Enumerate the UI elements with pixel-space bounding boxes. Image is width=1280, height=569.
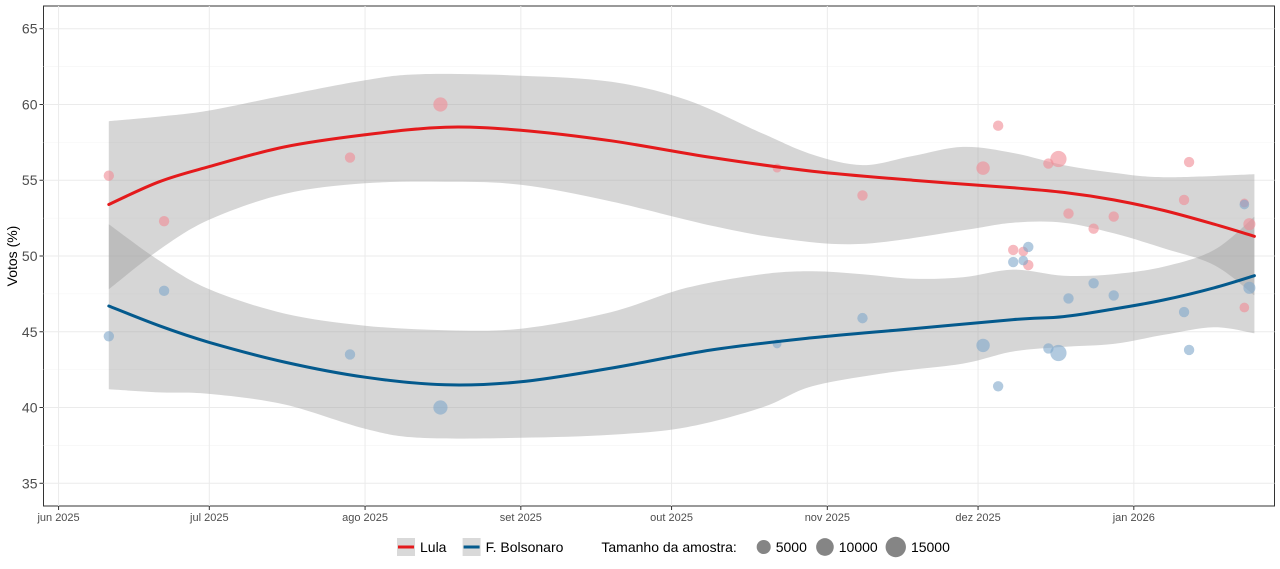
data-point-lula <box>1183 156 1195 168</box>
data-point-f-bolsonaro <box>857 312 868 324</box>
legend-size-title: Tamanho da amostra: <box>601 539 736 555</box>
data-point-f-bolsonaro <box>1023 241 1034 253</box>
data-point-f-bolsonaro <box>433 400 448 415</box>
y-tick-label: 45 <box>22 324 38 340</box>
data-point-lula <box>992 120 1004 131</box>
confidence-bands <box>108 73 1255 439</box>
data-point-lula <box>433 97 448 112</box>
x-tick-label: nov 2025 <box>805 512 850 524</box>
x-tick-label: out 2025 <box>650 512 693 524</box>
data-point-f-bolsonaro <box>1243 281 1256 294</box>
legend-size-label: 15000 <box>911 539 950 555</box>
data-point-f-bolsonaro <box>158 285 170 297</box>
x-tick-label: ago 2025 <box>342 512 388 524</box>
y-tick-label: 35 <box>22 475 38 491</box>
legend-size-circle <box>816 538 834 556</box>
data-point-f-bolsonaro <box>1239 199 1250 210</box>
data-point-lula <box>1008 244 1019 256</box>
y-tick-label: 55 <box>22 172 38 188</box>
data-point-lula <box>1063 208 1074 219</box>
x-tick-label: jan 2026 <box>1112 512 1155 524</box>
data-point-lula <box>976 161 990 175</box>
data-point-f-bolsonaro <box>976 338 990 353</box>
data-point-lula <box>344 152 356 163</box>
data-point-f-bolsonaro <box>1063 293 1074 304</box>
y-axis: 35 40 45 50 55 60 65 <box>22 21 44 491</box>
legend-size-circle <box>885 536 906 558</box>
poll-points <box>103 97 1256 415</box>
data-point-f-bolsonaro <box>1108 290 1119 301</box>
y-tick-label: 65 <box>22 21 38 37</box>
data-point-lula <box>1239 302 1250 313</box>
data-point-f-bolsonaro <box>1088 278 1099 289</box>
legend: Lula F. Bolsonaro Tamanho da amostra: 5000 1… <box>397 536 950 558</box>
y-tick-label: 40 <box>22 400 38 416</box>
data-point-f-bolsonaro <box>1018 255 1029 266</box>
confidence-band-lula <box>108 73 1255 296</box>
y-axis-title: Votos (%) <box>4 226 20 287</box>
data-point-lula <box>1108 211 1119 222</box>
legend-label: F. Bolsonaro <box>486 539 564 555</box>
x-tick-label: jul 2025 <box>189 512 229 524</box>
data-point-lula <box>1050 150 1067 168</box>
legend-size-label: 5000 <box>776 539 807 555</box>
data-point-lula <box>1088 223 1099 234</box>
data-point-f-bolsonaro <box>344 349 356 360</box>
trend-lines <box>107 125 1256 387</box>
x-tick-label: dez 2025 <box>955 512 1000 524</box>
y-tick-label: 50 <box>22 248 38 264</box>
data-point-lula <box>857 190 868 201</box>
legend-size-label: 10000 <box>839 539 878 555</box>
data-point-lula <box>1178 194 1190 206</box>
data-point-lula <box>158 215 170 227</box>
data-point-f-bolsonaro <box>992 381 1004 392</box>
trend-line-f-bolsonaro <box>107 274 1256 387</box>
data-point-f-bolsonaro <box>1008 256 1019 268</box>
data-point-f-bolsonaro <box>1050 344 1067 362</box>
trend-line-lula <box>107 125 1256 238</box>
data-point-lula <box>1243 218 1256 231</box>
legend-size-circle <box>756 539 771 555</box>
y-tick-label: 60 <box>22 96 38 112</box>
x-tick-label: jun 2025 <box>36 512 79 524</box>
data-point-lula <box>103 170 115 181</box>
x-axis: jun 2025 jul 2025 ago 2025 set 2025 out 2025… <box>36 506 1155 524</box>
data-point-f-bolsonaro <box>1178 306 1190 318</box>
data-point-f-bolsonaro <box>1183 344 1195 356</box>
data-point-f-bolsonaro <box>103 331 115 342</box>
confidence-band-f-bolsonaro <box>108 216 1255 439</box>
legend-label: Lula <box>420 539 447 555</box>
x-tick-label: set 2025 <box>500 512 542 524</box>
